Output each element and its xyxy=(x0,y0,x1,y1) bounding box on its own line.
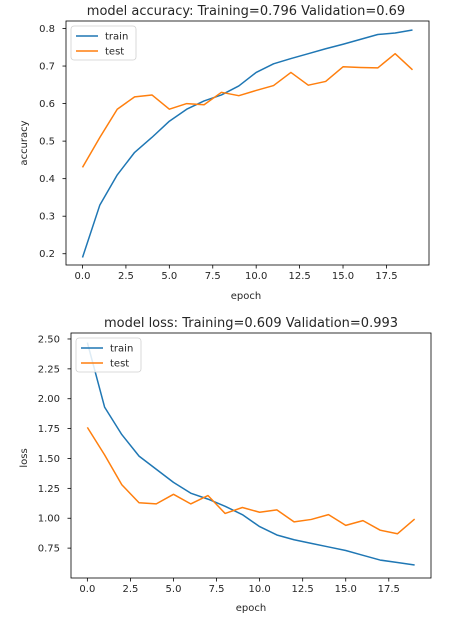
loss-x-tick-label: 7.5 xyxy=(209,584,225,595)
accuracy-series-line-train xyxy=(81,29,413,258)
accuracy-plot-area xyxy=(81,29,414,258)
accuracy-legend-label-train: train xyxy=(105,32,128,43)
accuracy-x-tick-label: 10.0 xyxy=(245,271,267,282)
loss-y-tick-label: 1.25 xyxy=(38,484,60,495)
loss-x-tick-label: 10.0 xyxy=(248,584,270,595)
loss-y-axis-label: loss xyxy=(19,448,30,467)
loss-legend-label-train: train xyxy=(110,344,133,355)
loss-x-tick-label: 15.0 xyxy=(335,584,357,595)
loss-x-tick-label: 0.0 xyxy=(79,584,95,595)
loss-series-line-train xyxy=(86,342,415,566)
accuracy-y-tick-label: 0.8 xyxy=(39,24,55,35)
accuracy-x-tick-label: 15.0 xyxy=(332,271,354,282)
loss-x-axis-label: epoch xyxy=(236,603,266,614)
accuracy-chart: model accuracy: Training=0.796 Validatio… xyxy=(19,4,430,302)
loss-y-tick-label: 0.75 xyxy=(38,544,60,555)
loss-y-tick-label: 2.00 xyxy=(38,394,60,405)
loss-chart: model loss: Training=0.609 Validation=0.… xyxy=(19,316,432,614)
loss-y-tick-label: 2.25 xyxy=(38,364,60,375)
loss-y-tick-label: 1.75 xyxy=(38,424,60,435)
loss-y-tick-label: 1.00 xyxy=(38,514,60,525)
accuracy-x-axis-label: epoch xyxy=(231,291,261,302)
loss-x-tick-label: 17.5 xyxy=(378,584,400,595)
loss-y-tick-label: 1.50 xyxy=(38,454,60,465)
loss-axes-frame xyxy=(70,332,432,579)
accuracy-y-tick-label: 0.7 xyxy=(39,62,55,73)
accuracy-x-tick-label: 17.5 xyxy=(375,271,397,282)
accuracy-y-tick-label: 0.5 xyxy=(39,137,55,148)
accuracy-y-tick-label: 0.2 xyxy=(39,249,55,260)
accuracy-series-line-test xyxy=(81,52,414,168)
accuracy-x-tick-label: 7.5 xyxy=(205,271,221,282)
accuracy-y-tick-label: 0.3 xyxy=(39,212,55,223)
accuracy-y-tick-label: 0.4 xyxy=(39,174,55,185)
accuracy-y-tick-label: 0.6 xyxy=(39,99,55,110)
loss-series-line-test xyxy=(86,427,416,535)
accuracy-legend: train test xyxy=(70,25,137,61)
accuracy-chart-title: model accuracy: Training=0.796 Validatio… xyxy=(87,4,405,19)
accuracy-tick-group: 0.0 2.5 5.0 7.5 10.0 12.5 15.0 17.5 0.2 0.3 0.4 0.5… xyxy=(39,24,397,282)
loss-y-tick-label: 2.50 xyxy=(38,334,60,345)
accuracy-axes-frame xyxy=(65,20,430,266)
accuracy-y-axis-label: accuracy xyxy=(19,120,30,165)
loss-legend: train test xyxy=(75,337,142,373)
loss-x-tick-label: 2.5 xyxy=(122,584,138,595)
accuracy-legend-label-test: test xyxy=(105,47,124,58)
loss-plot-area xyxy=(86,342,416,566)
accuracy-x-tick-label: 2.5 xyxy=(118,271,134,282)
loss-x-tick-label: 12.5 xyxy=(292,584,314,595)
loss-chart-title: model loss: Training=0.609 Validation=0.… xyxy=(104,316,398,331)
loss-tick-group: 0.0 2.5 5.0 7.5 10.0 12.5 15.0 17.5 0.75 1.00 1.25… xyxy=(38,334,400,595)
loss-legend-label-test: test xyxy=(110,359,129,370)
loss-x-tick-label: 5.0 xyxy=(166,584,182,595)
accuracy-x-tick-label: 0.0 xyxy=(75,271,91,282)
accuracy-x-tick-label: 5.0 xyxy=(161,271,177,282)
accuracy-x-tick-label: 12.5 xyxy=(288,271,310,282)
